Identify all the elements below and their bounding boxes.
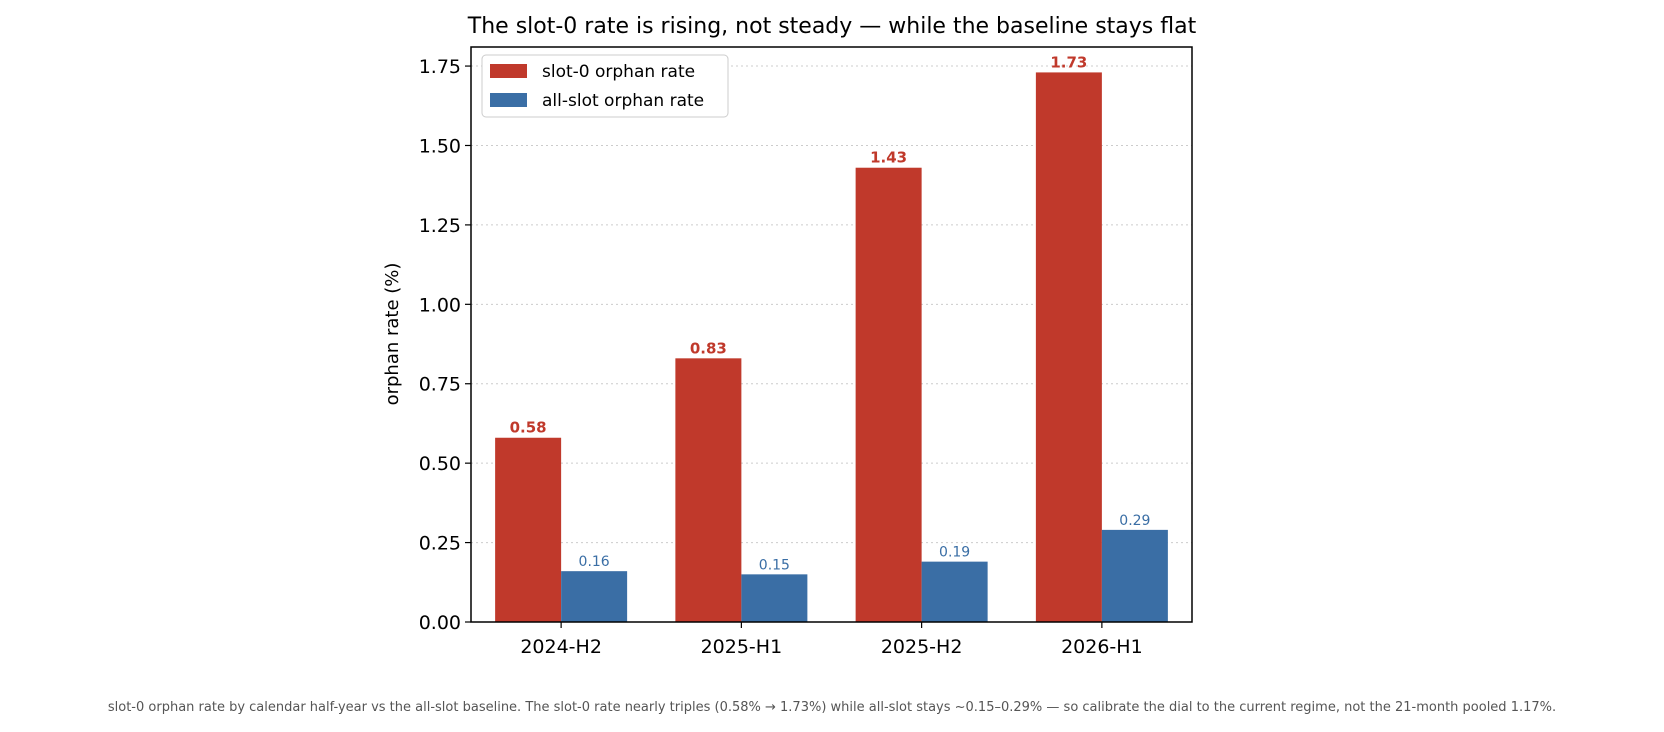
- bars: [495, 72, 1168, 622]
- x-tick-label: 2024-H2: [520, 636, 602, 658]
- legend-label: all-slot orphan rate: [542, 91, 704, 111]
- y-tick-label: 0.50: [419, 453, 461, 475]
- bar-allslot: [921, 561, 988, 622]
- legend: slot-0 orphan rate all-slot orphan rate: [481, 54, 729, 118]
- figure-caption: slot-0 orphan rate by calendar half-year…: [107, 700, 1557, 715]
- bar-chart: The slot-0 rate is rising, not steady — …: [382, 14, 1197, 658]
- legend-box: [481, 54, 729, 118]
- bar-allslot: [741, 574, 808, 622]
- plot-frame: [470, 46, 1193, 623]
- bar-allslot: [561, 571, 628, 622]
- bar-slot0: [495, 437, 562, 622]
- y-tick-label: 0.00: [419, 612, 461, 634]
- x-tick-label: 2025-H1: [701, 636, 783, 658]
- y-tick-label: 1.00: [419, 294, 461, 316]
- bar-allslot: [1101, 529, 1168, 622]
- bar-label-allslot: 0.15: [759, 557, 790, 573]
- chart-title: The slot-0 rate is rising, not steady — …: [467, 14, 1197, 39]
- y-axis-label: orphan rate (%): [382, 263, 403, 406]
- y-tick-label: 0.25: [419, 533, 461, 555]
- legend-swatch: [490, 64, 527, 78]
- bar-label-slot0: 1.43: [870, 149, 907, 167]
- bar-label-allslot: 0.29: [1119, 513, 1150, 529]
- bar-value-labels: 0.58 0.16 0.83 0.15 1.43 0.19 1.73 0.29: [510, 53, 1151, 573]
- bar-label-allslot: 0.16: [579, 554, 610, 570]
- x-tick-label: 2026-H1: [1061, 636, 1143, 658]
- bar-slot0: [1035, 72, 1102, 622]
- y-tick-label: 0.75: [419, 374, 461, 396]
- legend-swatch: [490, 93, 527, 107]
- bar-label-slot0: 0.58: [510, 419, 547, 437]
- x-axis: 2024-H2 2025-H1 2025-H2 2026-H1: [520, 622, 1143, 658]
- bar-label-slot0: 1.73: [1050, 53, 1087, 71]
- bar-label-slot0: 0.83: [690, 339, 727, 357]
- bar-label-allslot: 0.19: [939, 545, 970, 561]
- y-tick-label: 1.50: [419, 135, 461, 157]
- y-axis: 0.00 0.25 0.50 0.75 1.00 1.25 1.50 1.75: [419, 56, 471, 634]
- bar-slot0: [855, 167, 922, 622]
- bar-slot0: [675, 358, 742, 622]
- y-tick-label: 1.75: [419, 56, 461, 78]
- legend-label: slot-0 orphan rate: [542, 62, 695, 82]
- x-tick-label: 2025-H2: [881, 636, 963, 658]
- y-tick-label: 1.25: [419, 215, 461, 237]
